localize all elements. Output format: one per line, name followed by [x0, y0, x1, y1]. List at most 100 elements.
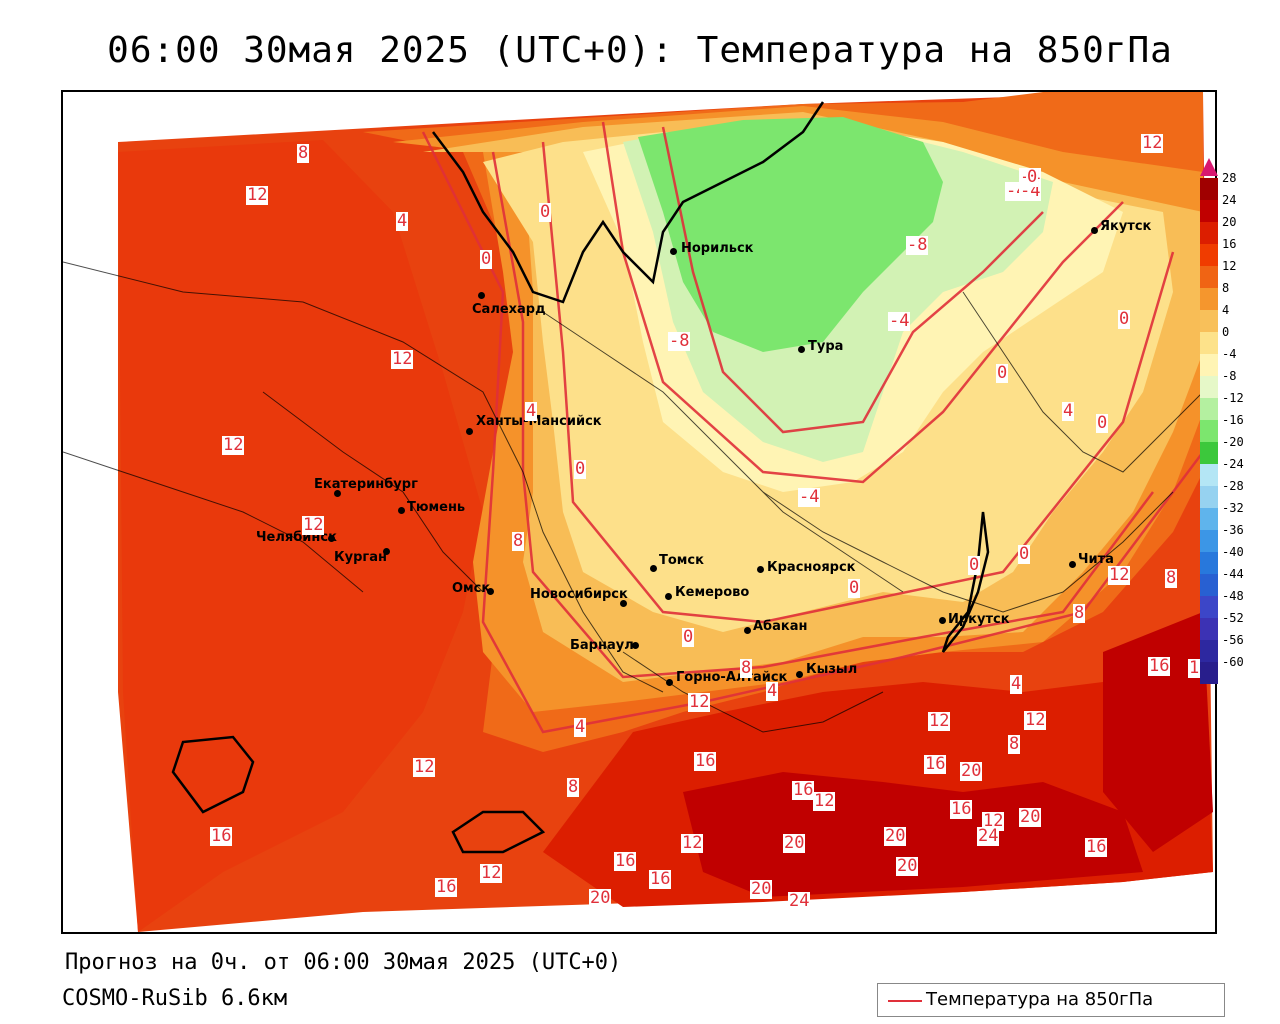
colorbar-cell	[1200, 398, 1218, 420]
isoline-label: 20	[783, 833, 806, 853]
isoline-label: 0	[1026, 167, 1039, 187]
colorbar-tick-label: 28	[1222, 171, 1237, 185]
colorbar-cell	[1200, 552, 1218, 574]
colorbar-cell	[1200, 662, 1218, 684]
isoline-label: 8	[1073, 603, 1086, 623]
colorbar-cell	[1200, 618, 1218, 640]
isoline-label: 20	[1019, 807, 1042, 827]
temperature-field-map	[63, 92, 1215, 932]
isoline-label: 4	[1010, 674, 1023, 694]
city-label-chita: Чита	[1078, 552, 1114, 567]
colorbar-tick-label: -56	[1222, 633, 1244, 647]
isoline-label: -4	[798, 487, 821, 507]
city-dot-krasnoyarsk	[757, 566, 764, 573]
city-dot-salekhard	[478, 292, 485, 299]
colorbar-cell	[1200, 464, 1218, 486]
city-dot-kurgan	[383, 548, 390, 555]
isoline-label: 0	[682, 627, 695, 647]
isoline-label: 12	[246, 185, 269, 205]
colorbar-tick-label: 0	[1222, 325, 1230, 339]
colorbar-cell	[1200, 596, 1218, 618]
city-dot-kyzyl	[796, 671, 803, 678]
legend: Температура на 850гПа	[877, 983, 1225, 1017]
colorbar-tick-label: -44	[1222, 567, 1244, 581]
isoline-label: 24	[977, 826, 1000, 846]
isoline-label: -4	[888, 311, 911, 331]
isoline-label: 16	[792, 780, 815, 800]
isoline-label: 0	[848, 578, 861, 598]
colorbar-tick-label: 16	[1222, 237, 1237, 251]
isoline-label: 16	[950, 799, 973, 819]
city-label-chelyabinsk: Челябинск	[256, 530, 337, 545]
colorbar-cell	[1200, 420, 1218, 442]
colorbar-tick-label: 24	[1222, 193, 1237, 207]
city-label-abakan: Абакан	[753, 619, 808, 634]
colorbar-tick-label: 12	[1222, 259, 1237, 273]
isoline-label: 12	[1024, 710, 1047, 730]
isoline-label: -8	[668, 331, 691, 351]
isoline-label: 20	[960, 761, 983, 781]
isoline-label: 0	[1018, 544, 1031, 564]
isoline-label: 12	[1108, 565, 1131, 585]
city-dot-gorno-altaysk	[666, 679, 673, 686]
isoline-label: 0	[1118, 309, 1131, 329]
city-label-tura: Тура	[808, 339, 844, 354]
colorbar-tick-label: -36	[1222, 523, 1244, 537]
colorbar-tick-label: 20	[1222, 215, 1237, 229]
city-label-tomsk: Томск	[659, 553, 704, 568]
isoline-label: 8	[1008, 734, 1021, 754]
colorbar-cell	[1200, 178, 1218, 200]
isoline-label: 12	[391, 349, 414, 369]
city-label-krasnoyarsk: Красноярск	[767, 560, 856, 575]
colorbar-cell	[1200, 244, 1218, 266]
isoline-label: 12	[813, 791, 836, 811]
isoline-label: 12	[222, 435, 245, 455]
map-title: 06:00 30мая 2025 (UTC+0): Температура на…	[107, 30, 1173, 71]
isoline-label: 16	[1148, 656, 1171, 676]
colorbar-cell	[1200, 376, 1218, 398]
colorbar-tick-label: -8	[1222, 369, 1237, 383]
isoline-label: 12	[681, 833, 704, 853]
colorbar-cell	[1200, 222, 1218, 244]
isoline-label: 16	[649, 869, 672, 889]
isoline-label: 0	[539, 202, 552, 222]
isoline-label: 20	[896, 856, 919, 876]
colorbar-cell	[1200, 508, 1218, 530]
city-dot-yakutsk	[1091, 227, 1098, 234]
city-dot-chita	[1069, 561, 1076, 568]
colorbar-cell	[1200, 200, 1218, 222]
city-label-salekhard: Салехард	[472, 302, 546, 317]
isoline-label: 8	[740, 658, 753, 678]
city-dot-chelyabinsk	[328, 535, 335, 542]
isoline-label: 20	[589, 888, 612, 908]
city-label-irkutsk: Иркутск	[948, 612, 1010, 627]
city-label-gorno-altaysk: Горно-Алтайск	[676, 670, 788, 685]
baikal-lake	[941, 511, 990, 653]
arctic-coastline	[432, 101, 825, 304]
colorbar-tick-label: -4	[1222, 347, 1237, 361]
legend-label: Температура на 850гПа	[926, 989, 1154, 1010]
isoline-label: 0	[574, 459, 587, 479]
city-label-khanty-mansiysk: Ханты-Мансийск	[476, 414, 602, 429]
isoline-label: 0	[1096, 413, 1109, 433]
city-label-omsk: Омск	[452, 581, 491, 596]
colorbar-tick-label: -48	[1222, 589, 1244, 603]
city-dot-tura	[798, 346, 805, 353]
isoline-label: 0	[480, 249, 493, 269]
city-label-yekaterinburg: Екатеринбург	[314, 477, 418, 492]
city-dot-yekaterinburg	[334, 490, 341, 497]
city-label-tyumen: Тюмень	[407, 500, 466, 515]
city-dot-norilsk	[670, 248, 677, 255]
isoline-label: 12	[982, 811, 1005, 831]
colorbar-tick-label: -60	[1222, 655, 1244, 669]
colorbar-top-arrow	[1200, 158, 1218, 176]
isoline-label: -8	[906, 235, 929, 255]
city-label-kurgan: Курган	[334, 550, 387, 565]
isoline-label: 16	[924, 754, 947, 774]
isoline-label: 8	[512, 531, 525, 551]
colorbar-tick-label: 4	[1222, 303, 1230, 317]
isoline-label: 12	[413, 757, 436, 777]
model-caption: COSMO-RuSib 6.6км	[62, 986, 288, 1011]
colorbar-cell	[1200, 574, 1218, 596]
map-panel[interactable]	[61, 90, 1217, 934]
